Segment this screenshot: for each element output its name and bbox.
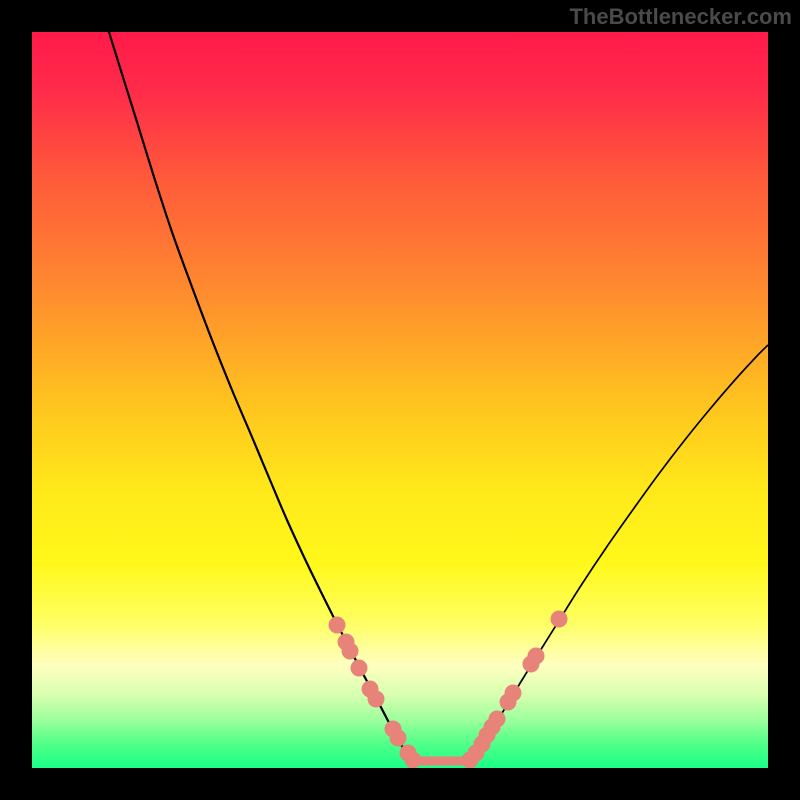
left-marker xyxy=(329,617,346,634)
left-marker xyxy=(368,691,385,708)
curve-overlay xyxy=(32,32,768,768)
left-marker xyxy=(390,730,407,747)
right-marker xyxy=(489,711,506,728)
watermark-text: TheBottlenecker.com xyxy=(569,4,792,30)
left-marker xyxy=(351,660,368,677)
right-marker xyxy=(505,685,522,702)
chart-canvas: TheBottlenecker.com xyxy=(0,0,800,800)
plot-area xyxy=(32,32,768,768)
right-marker xyxy=(551,611,568,628)
left-marker xyxy=(342,643,359,660)
left-curve xyxy=(109,32,413,761)
left-marker xyxy=(405,752,422,769)
right-marker xyxy=(528,648,545,665)
